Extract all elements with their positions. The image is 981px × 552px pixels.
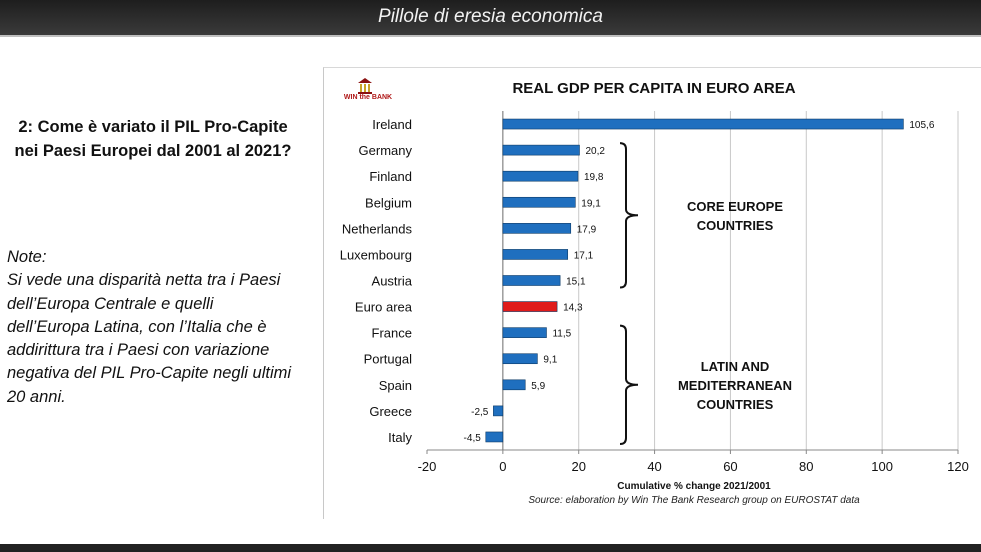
category-label: Italy [388, 430, 412, 445]
group-label: LATIN AND [701, 359, 770, 374]
group-brace [619, 142, 639, 289]
footer-bar [0, 544, 981, 552]
bar [502, 249, 569, 260]
logo: WIN the BANK [338, 78, 398, 104]
bar-chart: -20 0 20 40 60 80 100 120 Ireland 105,6 Germany 20,… [340, 111, 969, 506]
header-title: Pillole di eresia economica [378, 6, 603, 27]
bar [502, 275, 561, 286]
data-label: -2,5 [471, 407, 489, 418]
x-tick-label: 60 [723, 459, 737, 474]
bar [502, 353, 538, 365]
note-heading: Note: [7, 248, 47, 266]
bar [502, 379, 526, 391]
data-label: 9,1 [543, 355, 557, 366]
bar [485, 431, 504, 443]
category-label: France [372, 326, 412, 341]
category-label: Germany [359, 143, 413, 158]
x-tick-label: 120 [947, 459, 969, 474]
x-tick-label: 100 [871, 459, 893, 474]
group-label: COUNTRIES [697, 218, 774, 233]
group-brace [619, 324, 639, 445]
x-tick-label: 40 [647, 459, 661, 474]
category-label: Belgium [365, 195, 412, 210]
data-label: -4,5 [464, 433, 482, 444]
question-text: 2: Come è variato il PIL Pro-Capite nei … [14, 118, 292, 160]
x-tick-label: 20 [571, 459, 585, 474]
category-label: Finland [369, 169, 412, 184]
data-label: 11,5 [552, 329, 571, 340]
data-label: 19,8 [584, 172, 604, 183]
category-label: Greece [369, 404, 412, 419]
group-label: MEDITERRANEAN [678, 378, 792, 393]
category-label: Spain [379, 378, 412, 393]
header-bar: Pillole di eresia economica [0, 0, 981, 37]
category-label: Portugal [364, 352, 413, 367]
category-label: Netherlands [342, 221, 413, 236]
logo-text: WIN the BANK [343, 94, 393, 101]
note-block: Note: Si vede una disparità netta tra i … [7, 246, 297, 409]
data-label: 14,3 [563, 303, 583, 314]
category-label: Euro area [355, 300, 413, 315]
bar [502, 223, 572, 234]
bar [502, 144, 580, 156]
chart-title: REAL GDP PER CAPITA IN EURO AREA [512, 80, 796, 97]
category-label: Austria [372, 274, 413, 289]
bar-highlight [502, 301, 558, 312]
bar [502, 196, 576, 208]
data-label: 17,9 [577, 224, 597, 235]
data-label: 17,1 [574, 250, 594, 261]
category-label: Ireland [372, 117, 412, 132]
data-label: 19,1 [581, 198, 601, 209]
group-label: CORE EUROPE [687, 199, 783, 214]
data-label: 5,9 [531, 381, 545, 392]
x-tick-label: 80 [799, 459, 813, 474]
bar [502, 170, 579, 182]
x-tick-label: -20 [418, 459, 437, 474]
x-tick-label: 0 [499, 459, 506, 474]
bar [502, 327, 547, 338]
data-label: 20,2 [585, 146, 605, 157]
bar [502, 118, 904, 130]
chart-panel: WIN the BANK REAL GDP PER CAPITA IN EURO… [323, 67, 981, 519]
note-text: Si vede una disparità netta tra i Paesi … [7, 271, 292, 406]
bar [493, 405, 504, 417]
data-label: 15,1 [566, 277, 586, 288]
data-label: 105,6 [909, 120, 934, 131]
group-label: COUNTRIES [697, 397, 774, 412]
x-axis-title: Cumulative % change 2021/2001 [617, 481, 771, 492]
source-note: Source: elaboration by Win The Bank Rese… [528, 495, 860, 506]
category-label: Luxembourg [340, 247, 412, 262]
logo-building-icon [358, 78, 372, 94]
